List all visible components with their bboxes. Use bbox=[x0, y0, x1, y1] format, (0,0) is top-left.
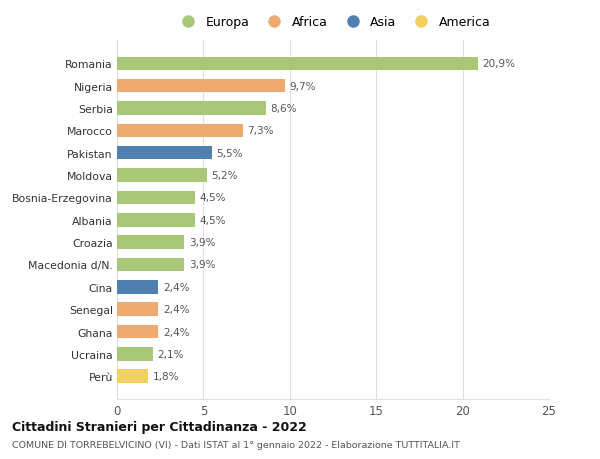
Bar bbox=[117, 236, 184, 249]
Bar bbox=[117, 325, 158, 338]
Text: 7,3%: 7,3% bbox=[247, 126, 274, 136]
Bar bbox=[117, 303, 158, 316]
Legend: Europa, Africa, Asia, America: Europa, Africa, Asia, America bbox=[173, 13, 493, 32]
Text: 9,7%: 9,7% bbox=[289, 82, 316, 91]
Text: 2,4%: 2,4% bbox=[163, 282, 189, 292]
Text: 5,5%: 5,5% bbox=[217, 148, 243, 158]
Text: 2,1%: 2,1% bbox=[158, 349, 184, 359]
Text: 2,4%: 2,4% bbox=[163, 304, 189, 314]
Text: 3,9%: 3,9% bbox=[189, 260, 215, 270]
Bar bbox=[117, 57, 478, 71]
Bar bbox=[117, 280, 158, 294]
Text: 1,8%: 1,8% bbox=[152, 371, 179, 381]
Bar bbox=[117, 80, 284, 93]
Text: 2,4%: 2,4% bbox=[163, 327, 189, 337]
Bar bbox=[117, 147, 212, 160]
Bar bbox=[117, 124, 243, 138]
Text: 5,2%: 5,2% bbox=[211, 171, 238, 181]
Text: 8,6%: 8,6% bbox=[270, 104, 296, 114]
Bar bbox=[117, 213, 195, 227]
Bar bbox=[117, 169, 207, 182]
Bar bbox=[117, 369, 148, 383]
Text: COMUNE DI TORREBELVICINO (VI) - Dati ISTAT al 1° gennaio 2022 - Elaborazione TUT: COMUNE DI TORREBELVICINO (VI) - Dati IST… bbox=[12, 440, 460, 449]
Bar bbox=[117, 347, 153, 361]
Text: 3,9%: 3,9% bbox=[189, 238, 215, 247]
Bar bbox=[117, 258, 184, 272]
Bar bbox=[117, 102, 266, 116]
Text: 4,5%: 4,5% bbox=[199, 215, 226, 225]
Bar bbox=[117, 191, 195, 205]
Text: 20,9%: 20,9% bbox=[482, 59, 515, 69]
Text: 4,5%: 4,5% bbox=[199, 193, 226, 203]
Text: Cittadini Stranieri per Cittadinanza - 2022: Cittadini Stranieri per Cittadinanza - 2… bbox=[12, 420, 307, 433]
